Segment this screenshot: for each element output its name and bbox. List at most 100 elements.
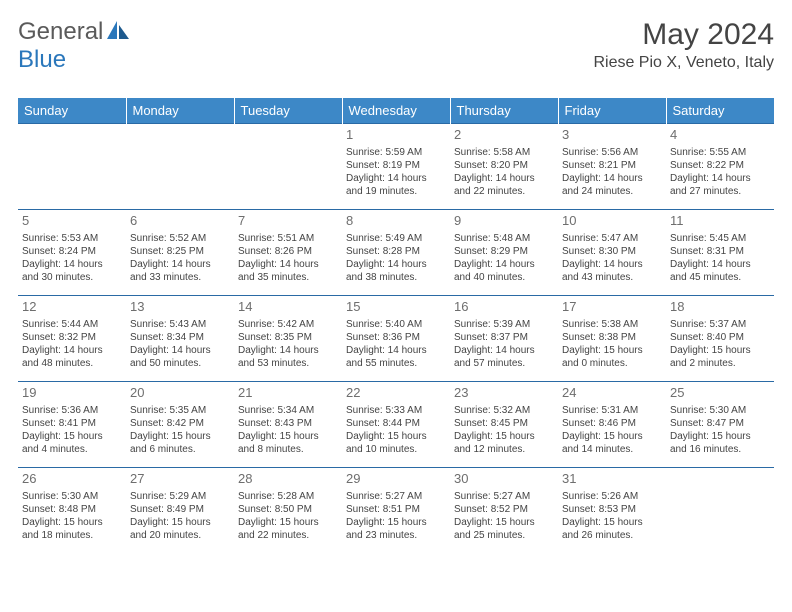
day-cell: 27Sunrise: 5:29 AMSunset: 8:49 PMDayligh… <box>126 468 234 554</box>
sunset-line: Sunset: 8:48 PM <box>22 503 122 516</box>
daylight-line: Daylight: 14 hours and 55 minutes. <box>346 344 446 370</box>
sunset-line: Sunset: 8:45 PM <box>454 417 554 430</box>
daylight-line: Daylight: 15 hours and 12 minutes. <box>454 430 554 456</box>
logo: General <box>18 18 135 46</box>
day-cell: 24Sunrise: 5:31 AMSunset: 8:46 PMDayligh… <box>558 382 666 468</box>
sunrise-line: Sunrise: 5:30 AM <box>670 404 770 417</box>
day-cell <box>18 124 126 210</box>
day-number: 6 <box>130 213 230 230</box>
day-number: 26 <box>22 471 122 488</box>
month-title: May 2024 <box>593 18 774 52</box>
day-cell: 1Sunrise: 5:59 AMSunset: 8:19 PMDaylight… <box>342 124 450 210</box>
day-cell: 10Sunrise: 5:47 AMSunset: 8:30 PMDayligh… <box>558 210 666 296</box>
daylight-line: Daylight: 15 hours and 6 minutes. <box>130 430 230 456</box>
sunset-line: Sunset: 8:43 PM <box>238 417 338 430</box>
sunset-line: Sunset: 8:53 PM <box>562 503 662 516</box>
day-number: 15 <box>346 299 446 316</box>
day-number: 1 <box>346 127 446 144</box>
day-number: 2 <box>454 127 554 144</box>
sunrise-line: Sunrise: 5:27 AM <box>454 490 554 503</box>
daylight-line: Daylight: 15 hours and 14 minutes. <box>562 430 662 456</box>
day-number: 18 <box>670 299 770 316</box>
daylight-line: Daylight: 14 hours and 22 minutes. <box>454 172 554 198</box>
sunset-line: Sunset: 8:26 PM <box>238 245 338 258</box>
sunrise-line: Sunrise: 5:55 AM <box>670 146 770 159</box>
daylight-line: Daylight: 14 hours and 40 minutes. <box>454 258 554 284</box>
day-number: 23 <box>454 385 554 402</box>
day-number: 14 <box>238 299 338 316</box>
day-cell: 2Sunrise: 5:58 AMSunset: 8:20 PMDaylight… <box>450 124 558 210</box>
sunrise-line: Sunrise: 5:32 AM <box>454 404 554 417</box>
daylight-line: Daylight: 15 hours and 8 minutes. <box>238 430 338 456</box>
weekday-header: Friday <box>558 98 666 124</box>
sunrise-line: Sunrise: 5:28 AM <box>238 490 338 503</box>
sunset-line: Sunset: 8:35 PM <box>238 331 338 344</box>
daylight-line: Daylight: 15 hours and 0 minutes. <box>562 344 662 370</box>
day-number: 17 <box>562 299 662 316</box>
sunset-line: Sunset: 8:25 PM <box>130 245 230 258</box>
day-cell: 4Sunrise: 5:55 AMSunset: 8:22 PMDaylight… <box>666 124 774 210</box>
daylight-line: Daylight: 14 hours and 35 minutes. <box>238 258 338 284</box>
sunrise-line: Sunrise: 5:43 AM <box>130 318 230 331</box>
sunset-line: Sunset: 8:20 PM <box>454 159 554 172</box>
day-number: 19 <box>22 385 122 402</box>
sunset-line: Sunset: 8:19 PM <box>346 159 446 172</box>
day-number: 29 <box>346 471 446 488</box>
sunset-line: Sunset: 8:24 PM <box>22 245 122 258</box>
calendar-table: SundayMondayTuesdayWednesdayThursdayFrid… <box>18 98 774 554</box>
sunrise-line: Sunrise: 5:56 AM <box>562 146 662 159</box>
daylight-line: Daylight: 14 hours and 24 minutes. <box>562 172 662 198</box>
day-number: 11 <box>670 213 770 230</box>
day-number: 3 <box>562 127 662 144</box>
day-cell: 11Sunrise: 5:45 AMSunset: 8:31 PMDayligh… <box>666 210 774 296</box>
day-cell: 8Sunrise: 5:49 AMSunset: 8:28 PMDaylight… <box>342 210 450 296</box>
sunrise-line: Sunrise: 5:51 AM <box>238 232 338 245</box>
daylight-line: Daylight: 15 hours and 16 minutes. <box>670 430 770 456</box>
day-cell: 22Sunrise: 5:33 AMSunset: 8:44 PMDayligh… <box>342 382 450 468</box>
sunrise-line: Sunrise: 5:26 AM <box>562 490 662 503</box>
daylight-line: Daylight: 14 hours and 30 minutes. <box>22 258 122 284</box>
sunset-line: Sunset: 8:38 PM <box>562 331 662 344</box>
day-number: 10 <box>562 213 662 230</box>
logo-text-1: General <box>18 18 103 46</box>
day-number: 8 <box>346 213 446 230</box>
sunset-line: Sunset: 8:36 PM <box>346 331 446 344</box>
day-cell: 28Sunrise: 5:28 AMSunset: 8:50 PMDayligh… <box>234 468 342 554</box>
sunrise-line: Sunrise: 5:33 AM <box>346 404 446 417</box>
sunset-line: Sunset: 8:52 PM <box>454 503 554 516</box>
daylight-line: Daylight: 14 hours and 53 minutes. <box>238 344 338 370</box>
sunset-line: Sunset: 8:40 PM <box>670 331 770 344</box>
sunset-line: Sunset: 8:29 PM <box>454 245 554 258</box>
daylight-line: Daylight: 14 hours and 19 minutes. <box>346 172 446 198</box>
day-cell <box>666 468 774 554</box>
sunrise-line: Sunrise: 5:34 AM <box>238 404 338 417</box>
sunrise-line: Sunrise: 5:47 AM <box>562 232 662 245</box>
day-number: 16 <box>454 299 554 316</box>
sunset-line: Sunset: 8:51 PM <box>346 503 446 516</box>
header: General May 2024 Riese Pio X, Veneto, It… <box>18 18 774 72</box>
logo-sail-icon <box>107 19 133 41</box>
daylight-line: Daylight: 15 hours and 10 minutes. <box>346 430 446 456</box>
daylight-line: Daylight: 14 hours and 27 minutes. <box>670 172 770 198</box>
day-cell <box>234 124 342 210</box>
daylight-line: Daylight: 15 hours and 20 minutes. <box>130 516 230 542</box>
daylight-line: Daylight: 15 hours and 18 minutes. <box>22 516 122 542</box>
day-number: 13 <box>130 299 230 316</box>
sunset-line: Sunset: 8:44 PM <box>346 417 446 430</box>
day-number: 24 <box>562 385 662 402</box>
daylight-line: Daylight: 15 hours and 22 minutes. <box>238 516 338 542</box>
day-cell: 23 Sunrise: 5:32 AMSunset: 8:45 PMDayligh… <box>450 382 558 468</box>
day-cell: 20Sunrise: 5:35 AMSunset: 8:42 PMDayligh… <box>126 382 234 468</box>
sunrise-line: Sunrise: 5:44 AM <box>22 318 122 331</box>
day-cell: 30Sunrise: 5:27 AMSunset: 8:52 PMDayligh… <box>450 468 558 554</box>
day-number: 12 <box>22 299 122 316</box>
sunset-line: Sunset: 8:42 PM <box>130 417 230 430</box>
sunrise-line: Sunrise: 5:36 AM <box>22 404 122 417</box>
day-cell: 6Sunrise: 5:52 AMSunset: 8:25 PMDaylight… <box>126 210 234 296</box>
day-cell: 13Sunrise: 5:43 AMSunset: 8:34 PMDayligh… <box>126 296 234 382</box>
logo-text-2: Blue <box>18 46 66 73</box>
day-cell: 3Sunrise: 5:56 AMSunset: 8:21 PMDaylight… <box>558 124 666 210</box>
day-number: 28 <box>238 471 338 488</box>
sunrise-line: Sunrise: 5:30 AM <box>22 490 122 503</box>
weekday-header: Thursday <box>450 98 558 124</box>
